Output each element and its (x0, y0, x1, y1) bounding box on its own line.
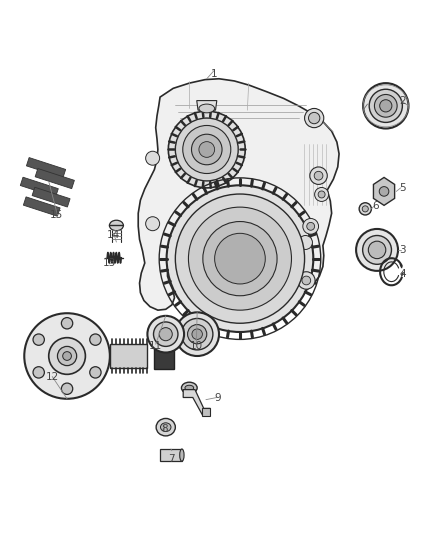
Text: 6: 6 (372, 201, 378, 211)
Ellipse shape (363, 83, 409, 128)
Text: 7: 7 (169, 455, 175, 464)
Ellipse shape (374, 94, 397, 117)
Text: 12: 12 (46, 372, 59, 382)
Ellipse shape (369, 89, 403, 123)
Ellipse shape (159, 328, 172, 341)
Ellipse shape (168, 111, 245, 188)
Ellipse shape (199, 104, 215, 113)
Ellipse shape (368, 241, 386, 259)
Text: 13: 13 (102, 258, 116, 268)
Ellipse shape (379, 187, 389, 196)
Ellipse shape (307, 222, 314, 230)
Ellipse shape (181, 318, 213, 350)
Ellipse shape (185, 385, 194, 391)
Ellipse shape (181, 382, 197, 393)
Ellipse shape (63, 352, 71, 360)
Text: 8: 8 (161, 424, 168, 434)
Polygon shape (197, 101, 217, 110)
Ellipse shape (303, 219, 318, 234)
Ellipse shape (156, 418, 175, 436)
Ellipse shape (308, 112, 320, 124)
Ellipse shape (203, 222, 277, 296)
Ellipse shape (153, 322, 178, 346)
Ellipse shape (180, 449, 184, 461)
Text: 4: 4 (399, 269, 406, 279)
Ellipse shape (110, 220, 124, 231)
Polygon shape (20, 177, 58, 197)
Ellipse shape (380, 100, 392, 112)
Polygon shape (26, 158, 66, 177)
Polygon shape (32, 187, 70, 207)
Polygon shape (35, 168, 74, 189)
Polygon shape (202, 408, 210, 416)
Text: 2: 2 (399, 95, 406, 106)
Ellipse shape (359, 203, 371, 215)
Polygon shape (23, 197, 60, 216)
Ellipse shape (314, 171, 323, 180)
Ellipse shape (192, 329, 202, 340)
Ellipse shape (33, 367, 44, 378)
Ellipse shape (191, 134, 222, 165)
Ellipse shape (215, 233, 265, 284)
Ellipse shape (175, 118, 238, 181)
Ellipse shape (314, 188, 328, 201)
Text: 11: 11 (149, 341, 162, 351)
Ellipse shape (90, 367, 101, 378)
Text: 15: 15 (50, 210, 63, 220)
Ellipse shape (49, 338, 85, 374)
Ellipse shape (61, 318, 73, 329)
Ellipse shape (175, 312, 219, 356)
Ellipse shape (33, 334, 44, 345)
Text: 1: 1 (210, 69, 217, 78)
Ellipse shape (363, 236, 392, 264)
Polygon shape (160, 449, 182, 461)
Ellipse shape (297, 272, 315, 289)
Polygon shape (153, 343, 174, 369)
Polygon shape (110, 344, 148, 368)
Text: 14: 14 (107, 230, 120, 240)
Ellipse shape (298, 236, 312, 249)
Ellipse shape (160, 423, 171, 432)
Ellipse shape (362, 206, 368, 212)
Text: 3: 3 (399, 245, 406, 255)
Ellipse shape (146, 151, 159, 165)
Polygon shape (183, 390, 210, 415)
Ellipse shape (183, 125, 231, 174)
Ellipse shape (187, 325, 207, 344)
Text: 9: 9 (215, 393, 222, 403)
Ellipse shape (90, 334, 101, 345)
Ellipse shape (304, 108, 324, 128)
Ellipse shape (148, 316, 184, 352)
Ellipse shape (356, 229, 398, 271)
Text: 5: 5 (399, 183, 406, 193)
Ellipse shape (61, 383, 73, 394)
Ellipse shape (146, 217, 159, 231)
Ellipse shape (24, 313, 110, 399)
Ellipse shape (175, 194, 304, 323)
Ellipse shape (166, 185, 313, 332)
Polygon shape (374, 177, 395, 205)
Ellipse shape (302, 276, 311, 285)
Ellipse shape (310, 167, 327, 184)
Ellipse shape (318, 191, 325, 198)
Ellipse shape (57, 346, 77, 366)
Text: 10: 10 (190, 341, 203, 351)
Ellipse shape (188, 207, 291, 310)
Polygon shape (138, 79, 339, 310)
Ellipse shape (199, 142, 215, 157)
